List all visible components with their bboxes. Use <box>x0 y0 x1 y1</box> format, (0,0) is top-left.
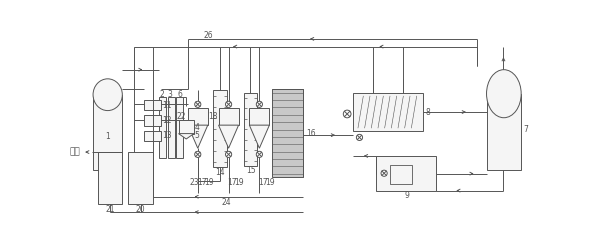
Bar <box>377 156 436 191</box>
Text: 11: 11 <box>162 101 172 110</box>
Polygon shape <box>219 125 239 148</box>
Text: 21: 21 <box>105 205 115 214</box>
Bar <box>144 100 161 110</box>
Text: 13: 13 <box>162 131 172 140</box>
Text: 2: 2 <box>159 90 164 99</box>
Text: 粗磷: 粗磷 <box>69 147 80 157</box>
Polygon shape <box>179 134 194 139</box>
Text: 15: 15 <box>246 166 256 175</box>
Circle shape <box>195 101 201 107</box>
Text: 3: 3 <box>168 90 173 99</box>
Circle shape <box>381 170 387 176</box>
Bar <box>244 93 257 166</box>
Circle shape <box>356 134 362 141</box>
Text: 6: 6 <box>178 90 183 99</box>
Ellipse shape <box>93 79 122 111</box>
Bar <box>176 97 183 158</box>
Bar <box>128 152 153 205</box>
Text: 17: 17 <box>197 178 207 187</box>
Text: 9: 9 <box>404 191 409 201</box>
Text: 20: 20 <box>136 205 146 214</box>
Circle shape <box>195 151 201 157</box>
Bar <box>188 108 208 125</box>
Circle shape <box>256 101 263 107</box>
Text: 16: 16 <box>306 129 316 138</box>
Circle shape <box>226 101 232 107</box>
Bar <box>219 108 239 125</box>
Text: 19: 19 <box>265 178 275 187</box>
Circle shape <box>343 110 351 118</box>
Text: 24: 24 <box>221 198 231 207</box>
Text: 19: 19 <box>235 178 244 187</box>
Bar <box>250 108 269 125</box>
Text: 8: 8 <box>426 107 430 117</box>
Text: 1: 1 <box>105 132 110 141</box>
Text: 26: 26 <box>203 31 213 40</box>
Bar <box>487 94 521 170</box>
Text: 23: 23 <box>189 178 199 187</box>
Bar <box>98 152 122 205</box>
Text: 22: 22 <box>177 112 186 121</box>
Text: 18: 18 <box>208 112 218 121</box>
Text: 19: 19 <box>204 178 213 187</box>
Ellipse shape <box>487 70 521 118</box>
Bar <box>144 130 161 141</box>
Bar <box>144 115 161 126</box>
Bar <box>390 165 412 185</box>
Bar <box>272 89 303 178</box>
Bar <box>93 95 122 170</box>
Polygon shape <box>188 125 208 148</box>
Bar <box>213 90 227 167</box>
Text: 14: 14 <box>216 168 225 177</box>
Text: 12: 12 <box>162 116 172 125</box>
Circle shape <box>256 151 263 157</box>
Text: 4: 4 <box>195 123 199 132</box>
Bar <box>168 97 175 158</box>
Circle shape <box>226 151 232 157</box>
Text: 17: 17 <box>227 178 237 187</box>
Bar <box>179 120 194 134</box>
Text: 7: 7 <box>524 125 528 134</box>
Text: 5: 5 <box>195 131 199 140</box>
Text: 17: 17 <box>259 178 268 187</box>
Polygon shape <box>250 125 269 148</box>
Bar <box>159 97 166 158</box>
Bar <box>353 93 423 131</box>
